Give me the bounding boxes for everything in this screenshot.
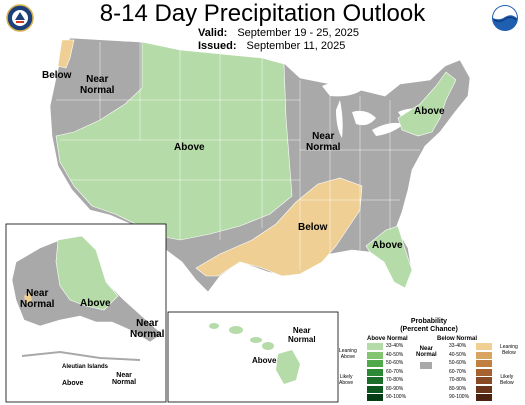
legend-below-range: 40-50% (449, 351, 467, 358)
alaska-above-region (55, 235, 119, 311)
legend-above-swatch (367, 394, 383, 401)
legend-above-range: 90-100% (386, 394, 407, 400)
legend-above-swatch (367, 360, 383, 367)
legend-below-swatch (476, 377, 492, 384)
legend-above-range: 33-40% (386, 343, 404, 349)
valid-dates: Valid: September 19 - 25, 2025 (198, 27, 360, 39)
legend-below-range: 50-60% (449, 360, 467, 366)
label-hawaii-near-normal: Near Normal (288, 326, 316, 344)
legend-above-range: 70-80% (386, 377, 404, 383)
legend-above-range: 80-90% (386, 385, 404, 392)
legend-below-range: 80-90% (449, 385, 467, 392)
below-south-region (195, 177, 363, 277)
label-above-southeast: Above (372, 240, 403, 251)
map-title: 8-14 Day Precipitation Outlook (99, 0, 426, 27)
legend-below-swatch (476, 368, 492, 376)
noaa-logo-icon (492, 5, 518, 31)
legend-leaning-below: Leaning Below (500, 344, 518, 356)
label-below-nw: Below (42, 70, 72, 81)
label-alaska-near-normal-se: Near Normal (130, 318, 165, 340)
below-northwest-region (57, 39, 75, 69)
label-hawaii-above: Above (252, 356, 277, 365)
legend-below-swatch (476, 360, 492, 367)
legend-below-swatch (476, 343, 492, 350)
label-above-northeast: Above (414, 106, 445, 117)
label-aleutian-islands: Aleutian Islands (62, 364, 109, 370)
above-southeast-region (365, 225, 413, 289)
legend-near-header: Near Normal (416, 346, 437, 358)
legend-above-swatch (367, 351, 383, 359)
legend-above-swatch (367, 368, 383, 376)
label-alaska-above: Above (80, 298, 111, 309)
legend-below-swatch (476, 385, 492, 393)
legend-below-swatch (476, 351, 492, 359)
legend-above-swatch (367, 377, 383, 384)
legend-near-normal-swatch (420, 362, 432, 369)
legend-below-range: 70-80% (449, 377, 467, 383)
legend-above-range: 50-60% (386, 360, 404, 366)
legend-above-swatch (367, 343, 383, 350)
legend-above-swatch (367, 385, 383, 393)
label-alaska-near-normal: Near Normal (20, 288, 55, 310)
legend-above-range: 60-70% (386, 368, 404, 375)
legend-above-range: 40-50% (386, 351, 404, 358)
legend-below-range: 90-100% (449, 394, 470, 400)
legend-below-range: 60-70% (449, 368, 467, 375)
above-northeast-region (397, 71, 457, 137)
legend-likely-below: Likely Below (500, 374, 514, 386)
legend-leaning-above: Leaning Above (339, 348, 357, 360)
label-aleutian-near-normal: Near Normal (112, 372, 137, 386)
label-above-central: Above (174, 142, 205, 153)
legend-likely-above: Likely Above (339, 374, 354, 386)
label-below-south: Below (298, 222, 328, 233)
legend-title: Probability (Percent Chance) (400, 318, 458, 333)
noaa-doc-seal-icon (6, 4, 34, 32)
legend-below-range: 33-40% (449, 343, 467, 349)
legend-above-header: Above Normal (367, 336, 408, 342)
legend-below-header: Below Normal (437, 336, 478, 342)
legend-below-swatch (476, 394, 492, 401)
label-aleutian-above: Above (62, 380, 84, 387)
label-near-normal-east: Near Normal (306, 131, 341, 153)
label-near-normal-nw: Near Normal (80, 74, 115, 96)
issued-date: Issued: September 11, 2025 (198, 40, 346, 52)
